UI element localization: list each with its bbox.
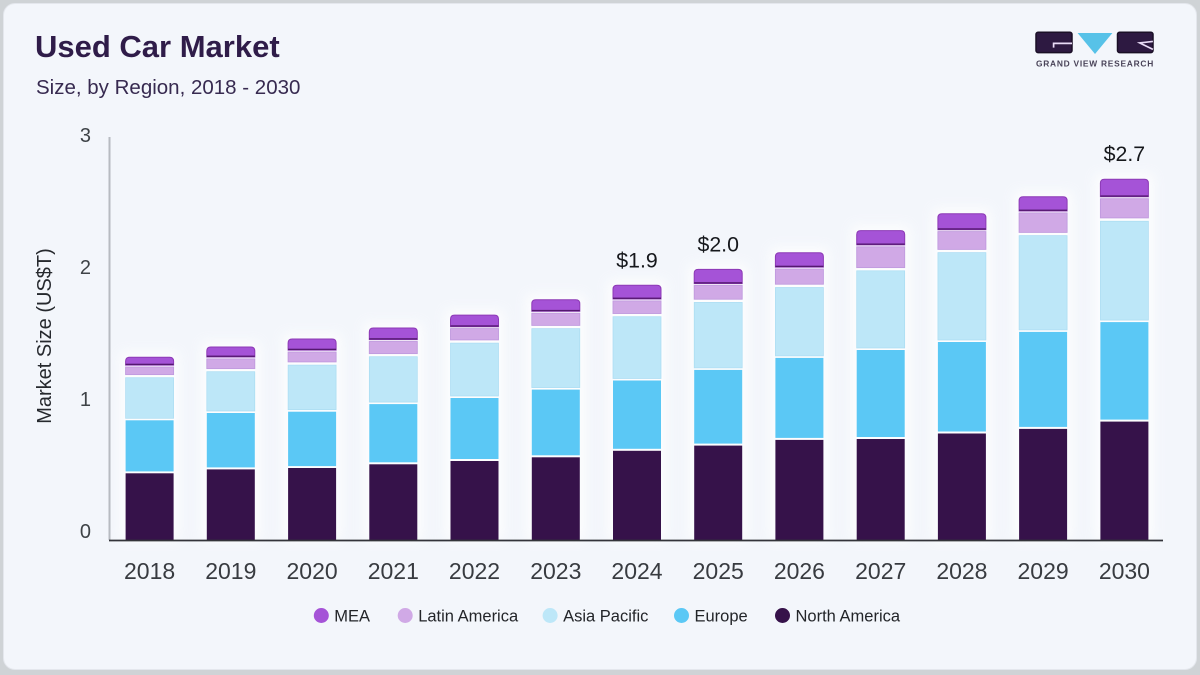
svg-text:$2.7: $2.7 — [1104, 142, 1145, 166]
svg-text:2: 2 — [80, 257, 91, 279]
svg-text:2018: 2018 — [124, 558, 175, 584]
svg-text:Latin America: Latin America — [418, 608, 519, 626]
svg-text:2024: 2024 — [611, 558, 662, 584]
svg-text:2030: 2030 — [1099, 558, 1150, 584]
svg-text:$1.9: $1.9 — [616, 248, 657, 272]
svg-text:2019: 2019 — [205, 558, 256, 584]
svg-text:2029: 2029 — [1018, 558, 1069, 584]
svg-text:2021: 2021 — [368, 558, 419, 584]
svg-text:3: 3 — [80, 125, 91, 147]
svg-text:2025: 2025 — [693, 558, 744, 584]
svg-text:Asia Pacific: Asia Pacific — [563, 608, 648, 626]
svg-text:2020: 2020 — [287, 558, 338, 584]
svg-text:1: 1 — [80, 389, 91, 411]
svg-text:North America: North America — [796, 608, 901, 626]
svg-text:2026: 2026 — [774, 558, 825, 584]
svg-text:Europe: Europe — [695, 608, 748, 626]
svg-text:2028: 2028 — [936, 558, 987, 584]
svg-text:2023: 2023 — [530, 558, 581, 584]
svg-text:2022: 2022 — [449, 558, 500, 584]
svg-text:$2.0: $2.0 — [697, 232, 739, 256]
svg-text:GRAND VIEW RESEARCH: GRAND VIEW RESEARCH — [1036, 59, 1154, 69]
svg-text:MEA: MEA — [334, 608, 370, 626]
svg-text:Market Size (US$T): Market Size (US$T) — [34, 248, 56, 424]
svg-text:0: 0 — [80, 521, 91, 543]
svg-text:2027: 2027 — [855, 558, 906, 584]
